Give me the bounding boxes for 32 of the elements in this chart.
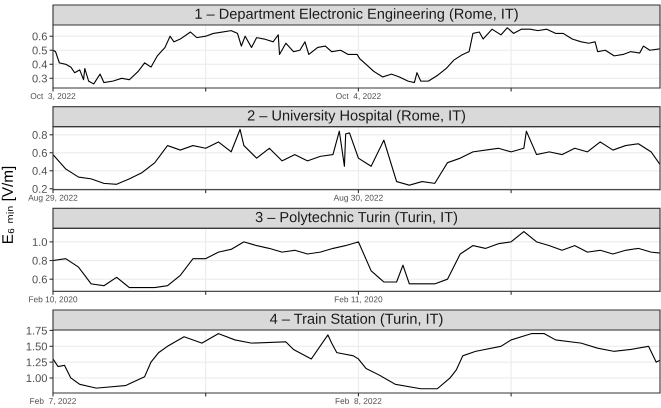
y-tick-label: 1.50: [26, 342, 48, 350]
chart-title: 4 – Train Station (Turin, IT): [270, 313, 442, 327]
y-tick-label: 0.6: [32, 275, 47, 284]
y-tick-label: 0.4: [32, 167, 48, 175]
y-tick-label: 1.75: [26, 326, 47, 335]
y-tick-label: 1.0: [32, 238, 48, 246]
chart-title: 1 – Department Electronic Engineering (Rome, IT): [196, 8, 518, 22]
line-series: [53, 231, 660, 288]
x-tick-label: Feb 11, 2020: [334, 296, 382, 304]
x-tick-label: Oct 3, 2022: [30, 93, 76, 100]
y-tick-label: 0.8: [32, 131, 47, 139]
line-series: [53, 27, 660, 84]
x-tick-label: Feb 10, 2020: [29, 296, 78, 304]
line-series: [53, 128, 660, 186]
x-tick-label: Aug 29, 2022: [28, 194, 78, 202]
y-tick-label: 0.6: [32, 149, 47, 157]
x-tick-label: Feb 8, 2022: [336, 398, 382, 405]
y-tick-label: 0.5: [32, 46, 47, 54]
y-tick-label: 1.25: [26, 358, 47, 366]
y-tick-label: 0.3: [32, 74, 47, 82]
y-tick-label: 0.4: [32, 60, 48, 68]
chart-title: 2 – University Hospital (Rome, IT): [248, 110, 466, 124]
y-axis-title: E₆ ₘᵢₙ [V/m]: [2, 166, 16, 243]
y-tick-label: 0.6: [32, 32, 47, 40]
x-tick-label: Oct 4, 2022: [336, 93, 381, 100]
x-tick-label: Feb 7, 2022: [30, 398, 76, 405]
x-tick-label: Aug 30, 2022: [334, 194, 383, 202]
chart-title: 3 – Polytechnic Turin (Turin, IT): [256, 212, 458, 226]
line-series: [53, 333, 660, 390]
y-tick-label: 1.00: [26, 374, 48, 382]
y-tick-label: 0.8: [32, 256, 47, 265]
y-tick-label: 0.2: [32, 185, 47, 193]
